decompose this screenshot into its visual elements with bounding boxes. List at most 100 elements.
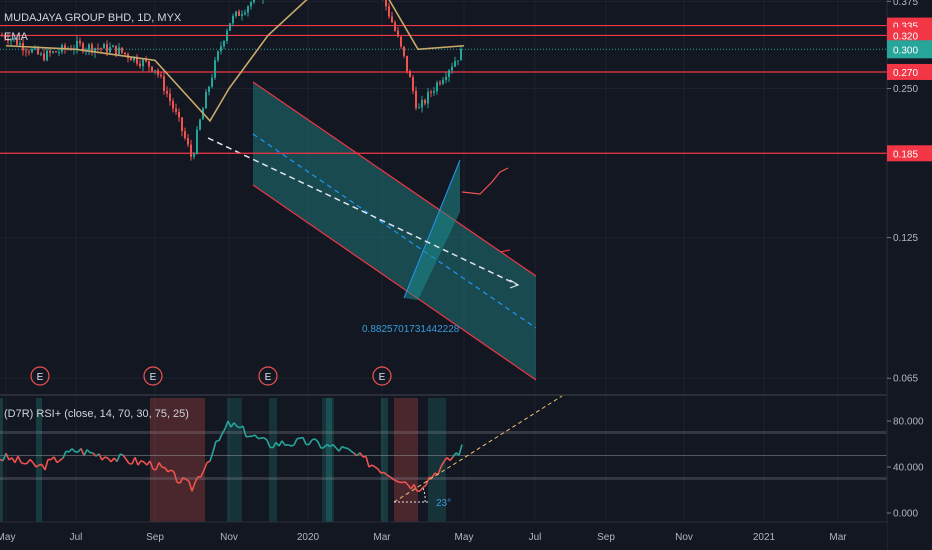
candle xyxy=(445,76,447,80)
y-tick-label: 0.375 xyxy=(893,0,918,8)
y-tick-label: 0.250 xyxy=(893,84,918,95)
rsi-line-segment xyxy=(293,438,298,446)
candle xyxy=(88,44,90,50)
candle xyxy=(226,30,228,42)
candle xyxy=(40,53,42,55)
candle xyxy=(424,100,426,104)
rsi-line-segment xyxy=(116,453,121,462)
candle xyxy=(91,44,93,53)
rsi-line-segment xyxy=(359,452,364,458)
level-price-tag: 0.320 xyxy=(887,27,932,44)
level-tag-bg xyxy=(887,63,932,80)
level-price-tag: 0.185 xyxy=(887,145,932,162)
candle xyxy=(10,39,12,42)
channel-upper-line xyxy=(252,81,537,277)
level-tag-bg xyxy=(887,145,932,162)
rsi-line-segment xyxy=(368,464,373,468)
rsi-line-segment xyxy=(185,478,190,482)
rsi-overbought-zone xyxy=(322,398,334,522)
current-tag-bg xyxy=(887,40,932,59)
candle xyxy=(436,82,438,92)
rsi-oversold-zone xyxy=(150,398,205,522)
rsi-line-segment xyxy=(425,477,430,486)
rsi-line-segment xyxy=(158,462,163,468)
candle xyxy=(13,38,15,40)
candle xyxy=(136,56,138,64)
candle xyxy=(100,48,102,50)
candle xyxy=(115,45,117,55)
rsi-line-segment xyxy=(254,434,259,440)
y-tick-label: 0.125 xyxy=(893,233,918,244)
rsi-line-segment xyxy=(392,478,397,482)
candle xyxy=(235,11,237,16)
rsi-line-segment xyxy=(338,446,343,452)
level-tag-text: 0.335 xyxy=(893,22,918,33)
candle xyxy=(175,108,177,112)
candle xyxy=(397,30,399,37)
rsi-overbought-zone xyxy=(227,398,242,522)
candle xyxy=(250,2,252,7)
level-tag-text: 0.320 xyxy=(893,31,918,42)
rsi-line-segment xyxy=(86,449,91,454)
rsi-line-segment xyxy=(80,448,85,456)
rsi-line-segment xyxy=(251,434,256,437)
rsi-line-segment xyxy=(206,460,211,464)
rsi-line-segment xyxy=(131,456,136,465)
candle xyxy=(103,44,105,49)
rsi-trend-line xyxy=(393,395,563,503)
rsi-line-segment xyxy=(170,469,175,473)
rsi-line-segment xyxy=(329,443,334,448)
rsi-line-segment xyxy=(371,464,376,468)
rsi-line-segment xyxy=(377,468,382,474)
rsi-line-segment xyxy=(380,471,385,474)
chart-title: MUDAJAYA GROUP BHD, 1D, MYX xyxy=(4,12,182,24)
rsi-tick-label: 0.000 xyxy=(893,509,918,520)
rsi-line-segment xyxy=(233,422,238,428)
rsi-line-segment xyxy=(92,452,97,457)
rsi-line-segment xyxy=(353,452,358,457)
candle xyxy=(55,51,57,53)
rsi-tick-label: 80.000 xyxy=(893,417,924,428)
candle xyxy=(49,50,51,53)
rsi-line-segment xyxy=(317,441,322,449)
rsi-line-segment xyxy=(203,462,208,471)
earnings-marker: E xyxy=(258,366,278,386)
earnings-letter: E xyxy=(37,372,44,383)
rsi-line-segment xyxy=(404,481,409,486)
rsi-line-segment xyxy=(26,458,31,464)
candle xyxy=(439,82,441,84)
rising-channel-line xyxy=(403,159,461,299)
current-tag-text: 0.300 xyxy=(893,45,918,56)
dashed-trendline xyxy=(207,137,519,286)
candle xyxy=(1,35,3,37)
y-tick-label: 0.065 xyxy=(893,374,918,385)
candle xyxy=(64,45,66,50)
candle xyxy=(385,0,387,7)
rsi-line-segment xyxy=(395,480,400,483)
rsi-line-segment xyxy=(191,482,196,492)
candle xyxy=(430,91,432,93)
rsi-line-segment xyxy=(383,471,388,476)
candle xyxy=(238,11,240,16)
channel-lower-line xyxy=(252,184,537,381)
candle xyxy=(145,59,147,62)
candle xyxy=(244,12,246,15)
candle xyxy=(403,46,405,56)
rsi-overbought-zone xyxy=(428,398,446,522)
candles-group xyxy=(1,0,462,161)
candle xyxy=(415,90,417,109)
rsi-line-segment xyxy=(83,449,88,456)
rsi-line-segment xyxy=(11,457,16,464)
rsi-line-segment xyxy=(452,452,457,458)
x-tick-label: May xyxy=(455,532,474,543)
rsi-line-segment xyxy=(443,457,448,462)
candle xyxy=(241,14,243,16)
candle xyxy=(97,48,99,50)
rsi-line-segment xyxy=(65,450,70,453)
rsi-line-segment xyxy=(431,472,436,479)
rsi-line-segment xyxy=(320,446,325,450)
earnings-circle xyxy=(143,366,163,386)
earnings-letter: E xyxy=(379,372,386,383)
channel-mid-dashed xyxy=(252,133,537,329)
candle xyxy=(94,48,96,53)
